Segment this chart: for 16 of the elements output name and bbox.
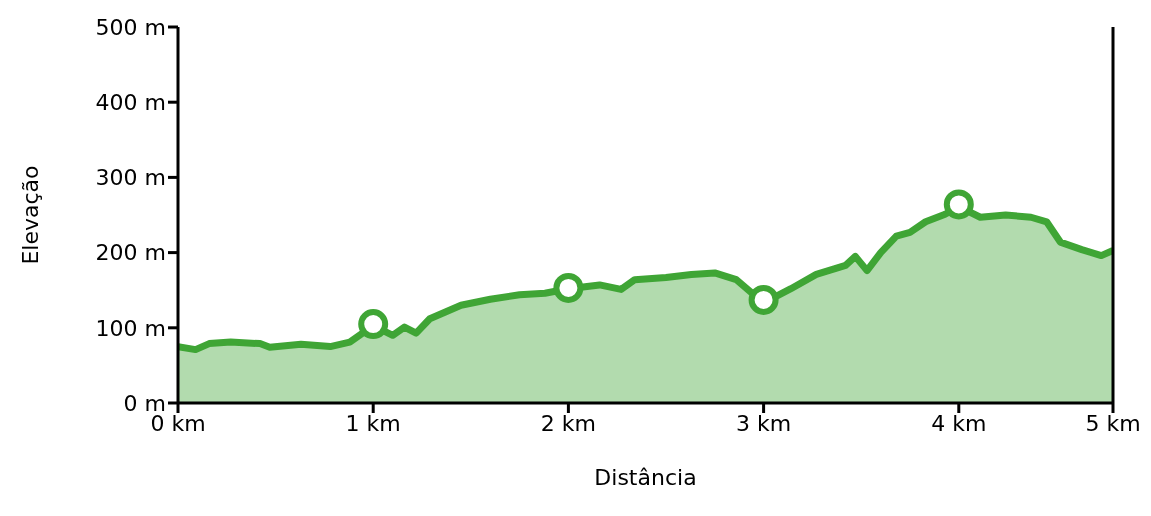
x-axis-title: Distância xyxy=(594,465,697,490)
x-tick-label: 1 km xyxy=(345,410,401,436)
point xyxy=(943,189,974,220)
y-axis-title: Elevação xyxy=(17,165,43,265)
point xyxy=(358,309,389,340)
x-tick-label: 5 km xyxy=(1085,410,1141,436)
x-tick-label: 2 km xyxy=(540,410,596,436)
y-tick-label: 400 m xyxy=(95,90,166,116)
point xyxy=(748,284,779,315)
y-tick-label: 500 m xyxy=(95,14,166,40)
y-tick-label: 200 m xyxy=(95,240,166,266)
point xyxy=(553,272,584,303)
y-tick-label: 300 m xyxy=(95,165,166,191)
x-tick-label: 4 km xyxy=(931,410,987,436)
x-tick-label: 3 km xyxy=(736,410,792,436)
y-tick-label: 100 m xyxy=(95,315,166,341)
